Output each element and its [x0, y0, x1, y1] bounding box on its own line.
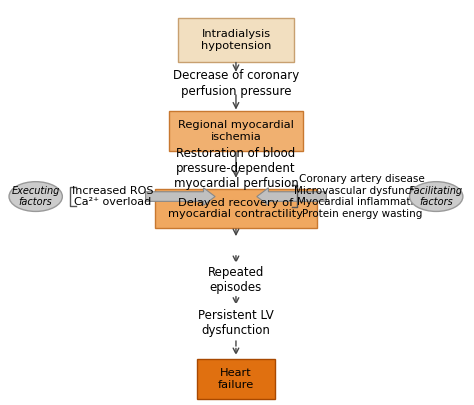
Text: Coronary artery disease
Microvascular dysfunction
Myocardial inflammation
Protei: Coronary artery disease Microvascular dy…: [294, 174, 430, 219]
Text: Increased ROS
Ca²⁺ overload: Increased ROS Ca²⁺ overload: [73, 186, 154, 207]
Text: Facilitating
factors: Facilitating factors: [409, 186, 463, 207]
Text: Repeated
episodes: Repeated episodes: [208, 266, 264, 294]
Text: Regional myocardial
ischemia: Regional myocardial ischemia: [178, 120, 294, 142]
FancyBboxPatch shape: [178, 18, 294, 62]
FancyBboxPatch shape: [197, 359, 275, 399]
Polygon shape: [146, 188, 215, 205]
Text: Heart
failure: Heart failure: [218, 368, 254, 390]
FancyBboxPatch shape: [155, 189, 317, 228]
Ellipse shape: [9, 182, 63, 211]
Ellipse shape: [410, 182, 463, 211]
Text: Persistent LV
dysfunction: Persistent LV dysfunction: [198, 309, 274, 337]
Text: Restoration of blood
pressure-dependent
myocardial perfusion: Restoration of blood pressure-dependent …: [173, 147, 298, 190]
Text: Intradialysis
hypotension: Intradialysis hypotension: [201, 29, 271, 51]
Text: Executing
factors: Executing factors: [11, 186, 60, 207]
Text: Delayed recovery of
myocardial contractility: Delayed recovery of myocardial contracti…: [168, 198, 303, 219]
Text: Decrease of coronary
perfusion pressure: Decrease of coronary perfusion pressure: [173, 70, 299, 98]
Polygon shape: [257, 188, 327, 205]
FancyBboxPatch shape: [169, 111, 303, 151]
